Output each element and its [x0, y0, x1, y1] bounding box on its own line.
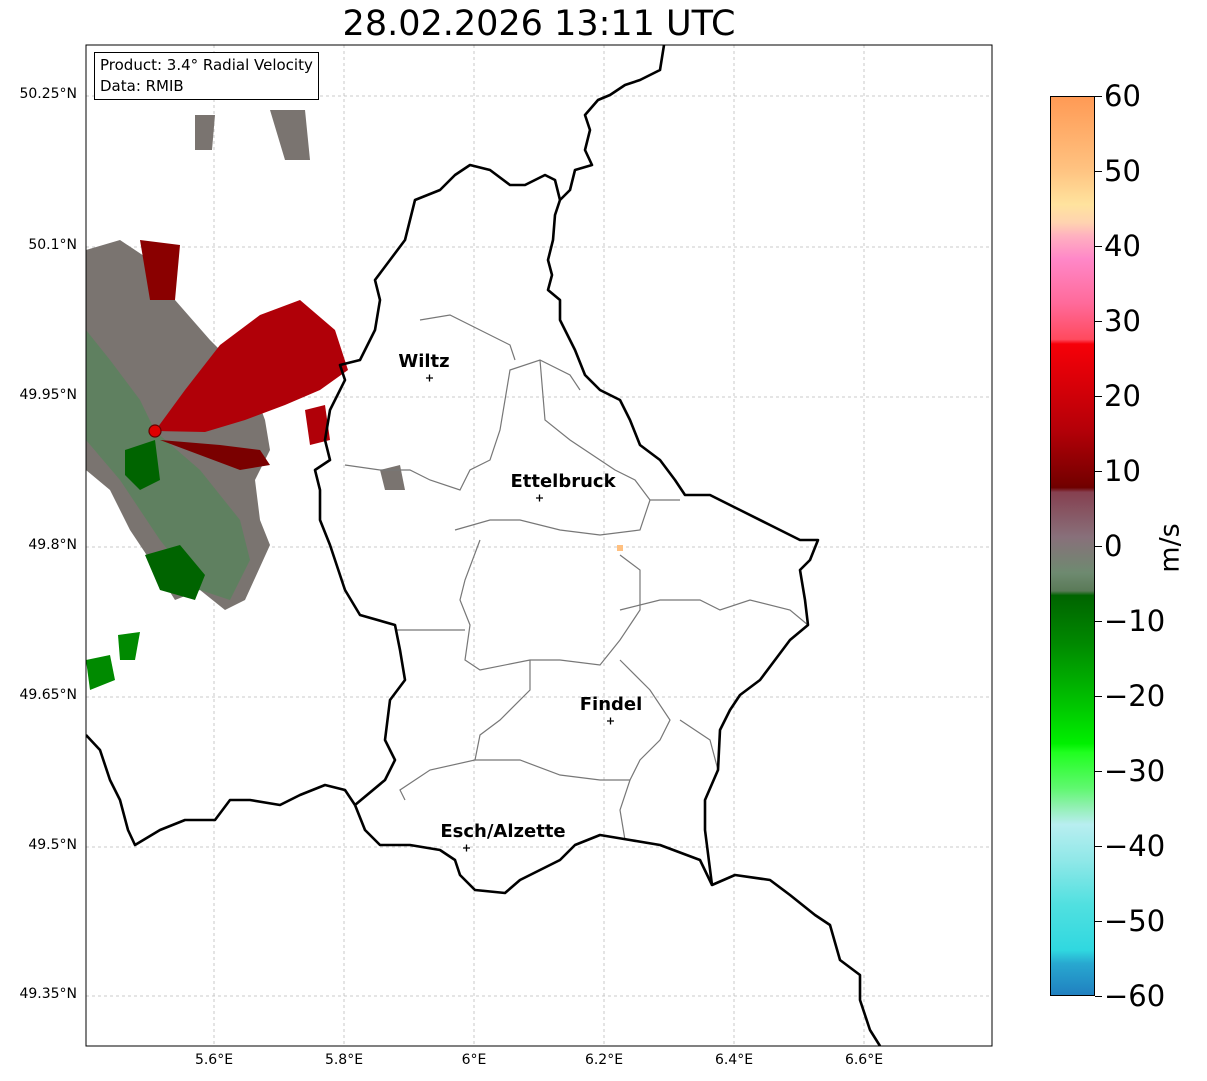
colorbar-tick-mark — [1095, 996, 1102, 997]
lon-tick: 5.6°E — [194, 1052, 234, 1068]
city-label-esch-alzette: Esch/Alzette — [440, 821, 566, 842]
colorbar-tick-label: −40 — [1104, 829, 1166, 863]
lon-tick: 6.2°E — [584, 1052, 624, 1068]
colorbar-tick-mark — [1095, 396, 1102, 397]
figure-title: 28.02.2026 13:11 UTC — [342, 4, 736, 44]
legend-product: Product: 3.4° Radial Velocity — [100, 56, 313, 74]
lat-tick: 49.95°N — [19, 387, 77, 403]
colorbar-tick-mark — [1095, 246, 1102, 247]
echo-dark-red — [160, 440, 270, 470]
radar-site-marker — [148, 424, 162, 438]
axes-frame — [85, 44, 993, 1047]
colorbar-tick-mark — [1095, 696, 1102, 697]
colorbar-tick-label: −20 — [1104, 679, 1166, 713]
colorbar-tick-label: 20 — [1104, 379, 1141, 413]
colorbar-tick-mark — [1095, 96, 1102, 97]
border-luxembourg-france — [353, 804, 714, 895]
city-label-wiltz: Wiltz — [398, 351, 450, 372]
radar-echoes — [86, 110, 623, 690]
colorbar-tick-label: −30 — [1104, 754, 1166, 788]
canton-borders — [344, 314, 809, 841]
lat-tick: 49.8°N — [28, 537, 77, 553]
colorbar-label: m/s — [1154, 523, 1186, 573]
lat-tick: 49.35°N — [19, 986, 77, 1002]
colorbar-tick-label: 40 — [1104, 229, 1141, 263]
border-germany-luxembourg — [546, 45, 882, 1046]
country-borders — [86, 45, 882, 1046]
colorbar-tick-mark — [1095, 321, 1102, 322]
colorbar — [1050, 96, 1095, 996]
lat-tick: 50.1°N — [28, 237, 77, 253]
legend-data-source: Data: RMIB — [100, 77, 184, 95]
colorbar-tick-mark — [1095, 921, 1102, 922]
lon-tick: 6.6°E — [844, 1052, 884, 1068]
colorbar-tick-label: 0 — [1104, 529, 1123, 563]
city-label-findel: Findel — [579, 694, 643, 715]
lon-tick: 6.4°E — [714, 1052, 754, 1068]
colorbar-tick-mark — [1095, 846, 1102, 847]
echo-green-approach — [125, 440, 160, 490]
product-legend: Product: 3.4° Radial Velocity Data: RMIB — [94, 52, 319, 100]
colorbar-tick-label: −10 — [1104, 604, 1166, 638]
colorbar-tick-mark — [1095, 621, 1102, 622]
colorbar-tick-label: 30 — [1104, 304, 1141, 338]
lon-tick: 6°E — [461, 1052, 487, 1068]
city-label-ettelbruck: Ettelbruck — [510, 471, 616, 492]
border-belgium-france — [86, 734, 357, 847]
colorbar-tick-mark — [1095, 171, 1102, 172]
city-markers — [426, 374, 614, 852]
border-belgium-luxembourg — [313, 163, 562, 806]
colorbar-tick-label: 10 — [1104, 454, 1141, 488]
colorbar-tick-label: 60 — [1104, 79, 1141, 113]
colorbar-tick-mark — [1095, 471, 1102, 472]
lat-tick: 50.25°N — [19, 86, 77, 102]
lat-tick: 49.65°N — [19, 687, 77, 703]
lat-tick: 49.5°N — [28, 837, 77, 853]
echo-receding-red — [155, 300, 348, 432]
colorbar-tick-mark — [1095, 546, 1102, 547]
colorbar-tick-label: −60 — [1104, 979, 1166, 1013]
colorbar-tick-label: 50 — [1104, 154, 1141, 188]
echo-green-near-zero — [86, 330, 250, 600]
colorbar-tick-label: −50 — [1104, 904, 1166, 938]
lon-tick: 5.8°E — [324, 1052, 364, 1068]
colorbar-tick-mark — [1095, 771, 1102, 772]
